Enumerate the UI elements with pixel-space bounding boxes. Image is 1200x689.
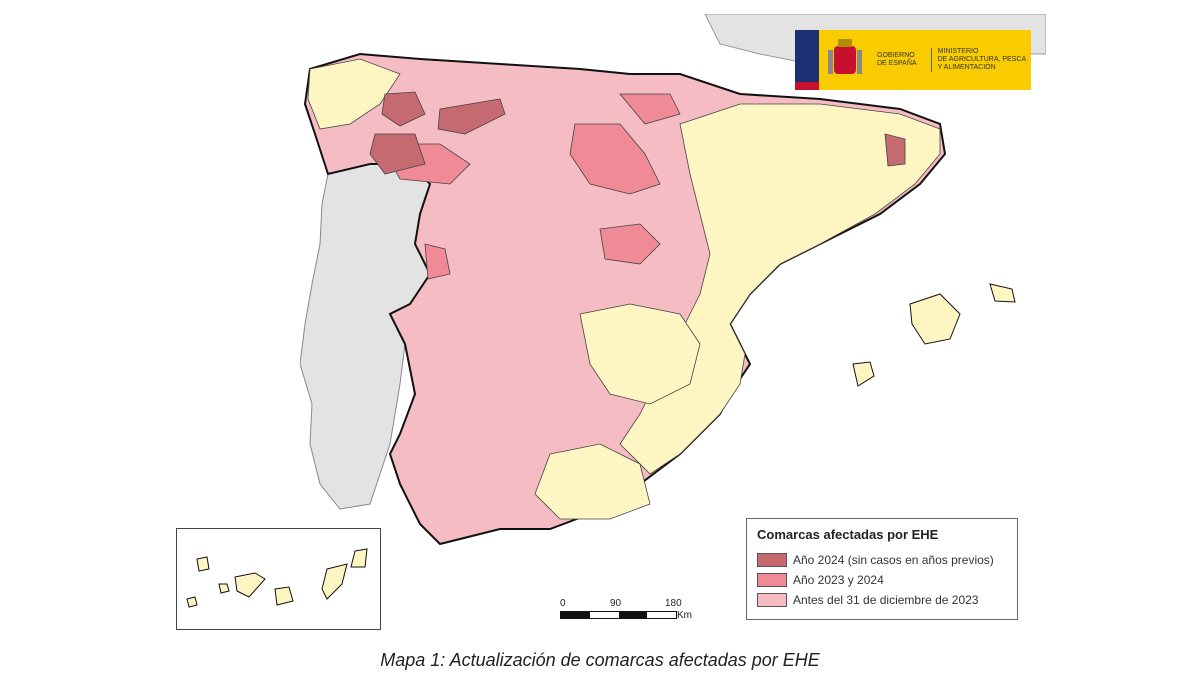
area-2024-d	[884, 133, 906, 167]
scale-tick-180: 180	[665, 598, 682, 609]
legend-swatch-before-2023	[757, 593, 787, 607]
unaffected-east	[619, 103, 941, 475]
legend-item-2023-2024: Año 2023 y 2024	[757, 570, 1007, 590]
scale-tick-0: 0	[560, 598, 566, 609]
area-2024-b	[437, 98, 506, 135]
coat-of-arms-icon	[819, 30, 871, 90]
scale-segments	[560, 611, 677, 619]
spain-map	[300, 14, 1046, 546]
canary-islands-inset	[176, 528, 381, 630]
legend-item-before-2023: Antes del 31 de diciembre de 2023	[757, 590, 1007, 610]
unaffected-center	[579, 303, 701, 405]
logo-gobierno: GOBIERNO DE ESPAÑA	[877, 52, 917, 67]
balearic-majorca	[909, 293, 961, 345]
legend-item-2024: Año 2024 (sin casos en años previos)	[757, 550, 1007, 570]
area-2024-a	[381, 91, 426, 127]
map-caption: Mapa 1: Actualización de comarcas afecta…	[380, 650, 820, 670]
government-logo: GOBIERNO DE ESPAÑA MINISTERIO DE AGRICUL…	[795, 30, 1031, 90]
scale-bar: 0 90 180 Km	[560, 598, 692, 628]
canary-islands-map	[186, 548, 368, 608]
area-2023-2024-b	[599, 223, 661, 265]
unaffected-northwest	[307, 58, 401, 130]
balearic-ibiza	[852, 361, 875, 387]
legend-title: Comarcas afectadas por EHE	[757, 527, 939, 542]
area-2023-2024-c	[424, 243, 451, 280]
legend-label: Año 2024 (sin casos en años previos)	[793, 553, 994, 567]
area-2023-2024-a	[569, 123, 661, 195]
scale-tick-90: 90	[610, 598, 622, 609]
legend-box: Comarcas afectadas por EHE Año 2024 (sin…	[746, 518, 1018, 620]
legend-label: Antes del 31 de diciembre de 2023	[793, 593, 979, 607]
flag-stripe	[795, 30, 819, 90]
area-2024-c	[369, 133, 426, 175]
area-2023-2024-e	[619, 93, 681, 125]
logo-ministerio: MINISTERIO DE AGRICULTURA, PESCA Y ALIME…	[930, 48, 1026, 72]
map-frame	[300, 14, 1046, 642]
unaffected-south	[534, 443, 651, 520]
balearic-menorca	[989, 283, 1016, 303]
legend-swatch-2023-2024	[757, 573, 787, 587]
legend-label: Año 2023 y 2024	[793, 573, 884, 587]
scale-unit: Km	[677, 610, 692, 621]
legend-swatch-2024	[757, 553, 787, 567]
